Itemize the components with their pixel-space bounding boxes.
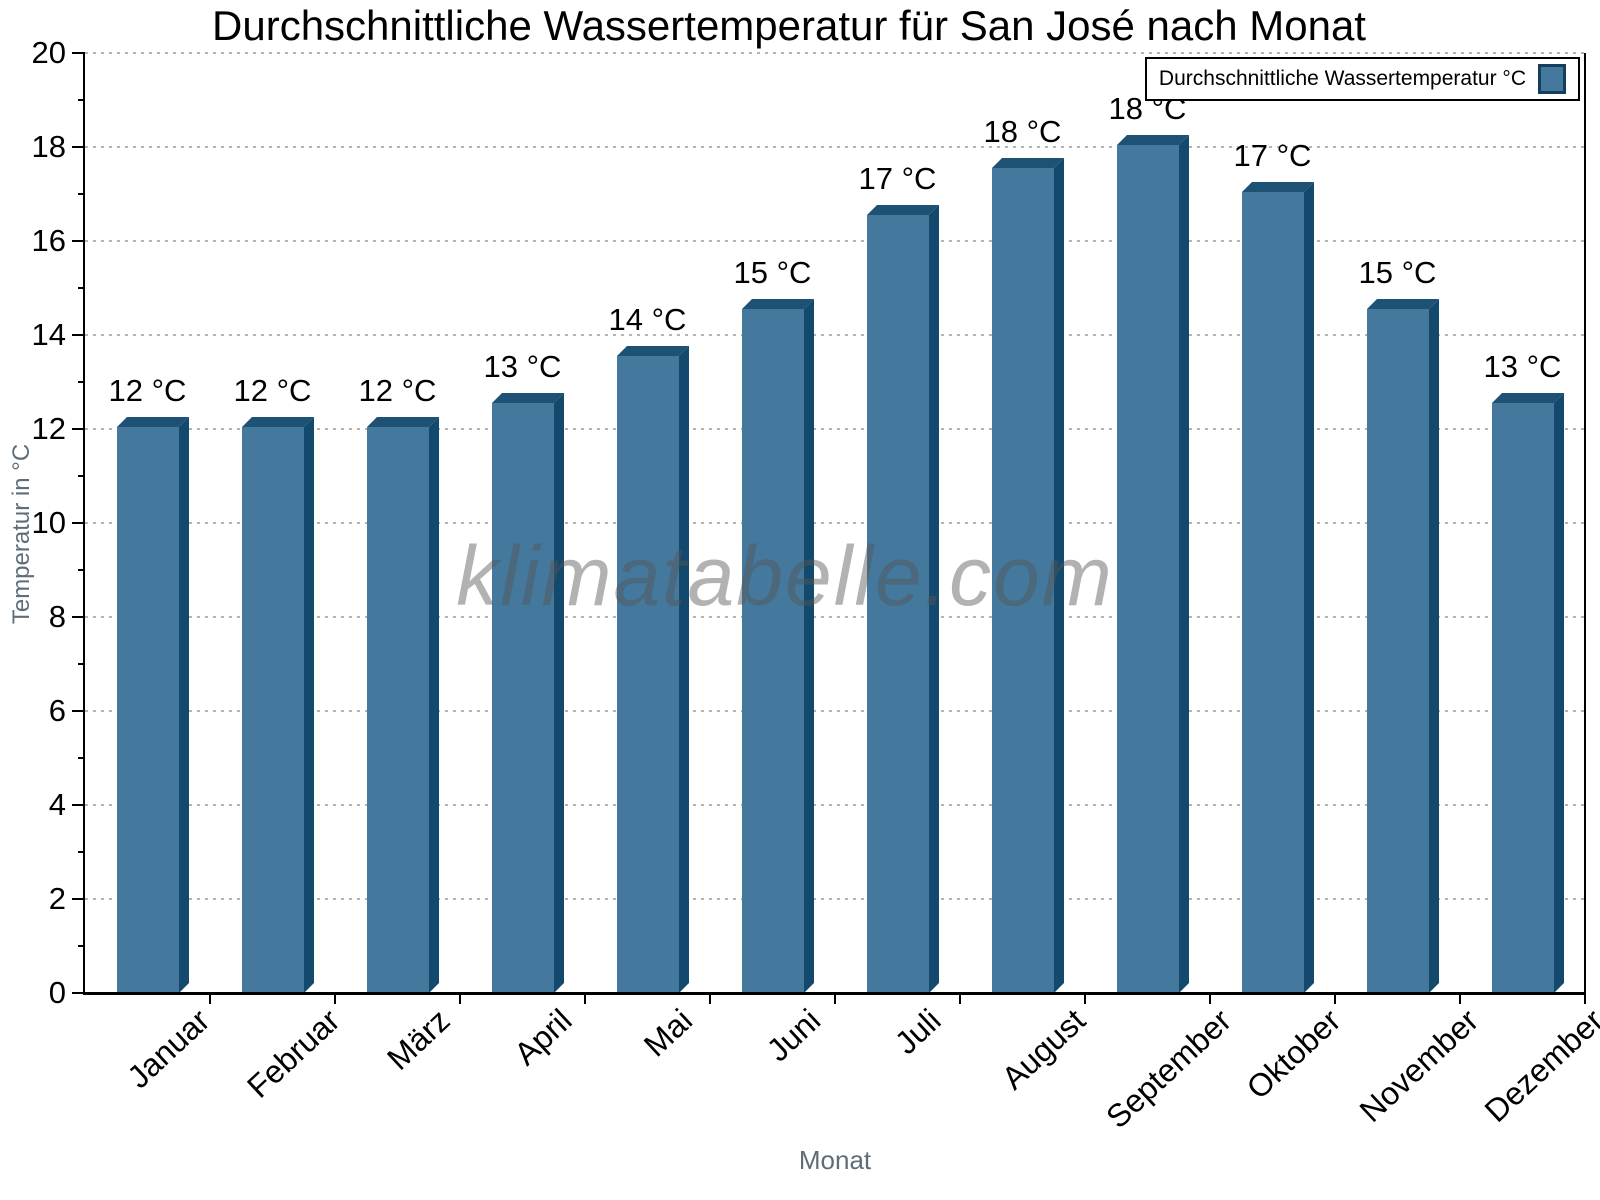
bar [616, 356, 679, 993]
y-axis-minor-tick [78, 381, 85, 383]
x-axis-tick [1459, 993, 1461, 1004]
y-axis-tick-label: 14 [31, 317, 66, 352]
y-axis-minor-tick [78, 569, 85, 571]
gridline [85, 428, 1585, 430]
bar [1241, 191, 1304, 993]
x-axis-tick [959, 993, 961, 1004]
y-axis-tick [72, 804, 85, 806]
y-axis-tick [72, 710, 85, 712]
x-axis-tick [1584, 993, 1586, 1004]
y-axis-tick [72, 522, 85, 524]
legend-swatch-icon [1538, 64, 1566, 94]
x-axis-title: Monat [798, 1145, 872, 1175]
bar [1116, 144, 1179, 993]
bar-value-label: 13 °C [483, 349, 562, 385]
bar [741, 309, 804, 993]
x-axis-tick [1209, 993, 1211, 1004]
y-axis-tick [72, 992, 85, 994]
gridline [85, 616, 1585, 618]
bar [366, 426, 429, 993]
x-axis-category-label: September [1099, 1002, 1239, 1136]
gridline [85, 710, 1585, 712]
y-axis-minor-tick [78, 475, 85, 477]
bar-value-label: 18 °C [983, 114, 1062, 150]
y-axis-minor-tick [78, 757, 85, 759]
y-axis-tick-label: 18 [31, 129, 66, 164]
bar-value-label: 12 °C [233, 372, 312, 408]
y-axis-tick-label: 10 [31, 505, 66, 540]
bar-value-label: 17 °C [1233, 137, 1312, 173]
bar-value-label: 15 °C [1358, 255, 1437, 291]
x-axis-category-label: Mai [637, 1002, 700, 1064]
y-axis-tick-label: 20 [31, 35, 66, 70]
x-axis-category-label: Januar [120, 1002, 217, 1096]
x-axis-tick [459, 993, 461, 1004]
gridline [85, 146, 1585, 148]
bar-value-label: 15 °C [733, 255, 812, 291]
gridline [85, 804, 1585, 806]
bar [116, 426, 179, 993]
y-axis-tick [72, 52, 85, 54]
gridline [85, 898, 1585, 900]
bar [1491, 403, 1554, 993]
x-axis-category-label: Juli [888, 1002, 948, 1062]
x-axis-category-label: Dezember [1477, 1002, 1600, 1129]
x-axis-tick [709, 993, 711, 1004]
y-axis-minor-tick [78, 851, 85, 853]
gridline [85, 334, 1585, 336]
bar-value-label: 17 °C [858, 161, 937, 197]
y-axis-tick [72, 898, 85, 900]
y-axis-tick [72, 146, 85, 148]
y-axis-tick-label: 0 [48, 975, 66, 1010]
y-axis-minor-tick [78, 287, 85, 289]
bar [491, 403, 554, 993]
y-axis-line [83, 53, 85, 993]
x-axis-category-label: November [1352, 1002, 1485, 1129]
y-axis-tick [72, 334, 85, 336]
chart-title: Durchschnittliche Wassertemperatur für S… [212, 2, 1366, 49]
bar-value-label: 14 °C [608, 302, 687, 338]
y-axis-minor-tick [78, 663, 85, 665]
bar-value-label: 13 °C [1483, 349, 1562, 385]
x-axis-tick [209, 993, 211, 1004]
x-axis-tick [834, 993, 836, 1004]
x-axis-tick [1334, 993, 1336, 1004]
x-axis-category-label: Juni [759, 1002, 827, 1069]
bar [866, 215, 929, 993]
bar [241, 426, 304, 993]
x-axis-category-label: März [379, 1002, 457, 1077]
gridline [85, 522, 1585, 524]
legend-label: Durchschnittliche Wassertemperatur °C [1158, 67, 1526, 90]
plot-right-border [1584, 53, 1586, 993]
x-axis-tick [334, 993, 336, 1004]
bar-value-label: 12 °C [108, 372, 187, 408]
bar [991, 168, 1054, 993]
y-axis-minor-tick [78, 193, 85, 195]
y-axis-tick-label: 6 [48, 693, 66, 728]
gridline [85, 240, 1585, 242]
bar [1366, 309, 1429, 993]
y-axis-minor-tick [78, 945, 85, 947]
legend: Durchschnittliche Wassertemperatur °C [1144, 57, 1580, 101]
x-axis-line [83, 992, 1585, 995]
x-axis-category-label: Februar [240, 1002, 347, 1105]
x-axis-tick [584, 993, 586, 1004]
gridline [85, 52, 1585, 54]
bar-value-label: 12 °C [358, 372, 437, 408]
y-axis-tick-label: 12 [31, 411, 66, 446]
y-axis-tick [72, 616, 85, 618]
y-axis-minor-tick [78, 99, 85, 101]
x-axis-category-label: Oktober [1239, 1002, 1348, 1106]
y-axis-tick-label: 2 [48, 881, 66, 916]
y-axis-tick-label: 8 [48, 599, 66, 634]
y-axis-tick [72, 428, 85, 430]
y-axis-tick-label: 16 [31, 223, 66, 258]
x-axis-category-label: August [994, 1002, 1093, 1097]
y-axis-tick [72, 240, 85, 242]
y-axis-tick-label: 4 [48, 787, 66, 822]
x-axis-tick [1084, 993, 1086, 1004]
x-axis-category-label: April [507, 1002, 579, 1072]
